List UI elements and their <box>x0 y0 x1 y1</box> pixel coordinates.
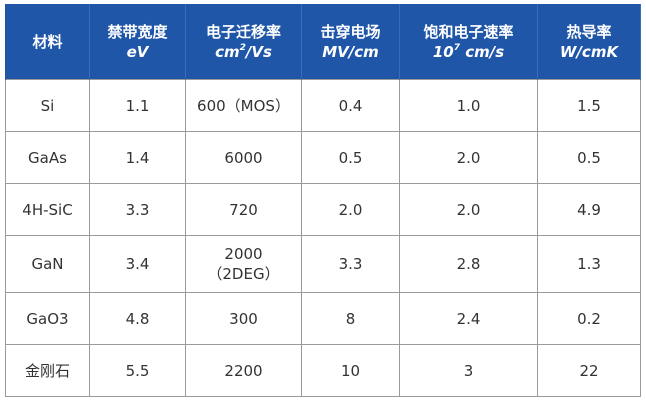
header-mobility-label: 电子迁移率 <box>205 22 281 41</box>
cell-saturation: 2.4 <box>399 292 538 345</box>
cell-bandgap: 3.4 <box>89 235 186 293</box>
materials-table-container: 材料 禁带宽度 eV 电子迁移率 cm2/Vs 击穿电场 MV/cm 饱和电子速… <box>5 4 641 397</box>
cell-mobility: 6000 <box>185 131 302 184</box>
materials-properties-table: 材料 禁带宽度 eV 电子迁移率 cm2/Vs 击穿电场 MV/cm 饱和电子速… <box>5 4 641 397</box>
mobility-unit-base: cm <box>215 42 240 61</box>
cell-breakdown: 0.4 <box>301 79 400 132</box>
cell-mobility: 300 <box>185 292 302 345</box>
cell-mobility: 2200 <box>185 344 302 397</box>
cell-thermal: 0.2 <box>537 292 641 345</box>
table-body: Si 1.1 600（MOS） 0.4 1.0 1.5 GaAs 1.4 600… <box>5 79 641 397</box>
table-row: GaO3 4.8 300 8 2.4 0.2 <box>5 292 641 345</box>
header-saturation-velocity: 饱和电子速率 107 cm/s <box>399 4 538 80</box>
header-electron-mobility: 电子迁移率 cm2/Vs <box>185 4 302 80</box>
mobility-unit-rest: /Vs <box>245 42 272 61</box>
cell-material: GaN <box>5 235 90 293</box>
cell-breakdown: 0.5 <box>301 131 400 184</box>
cell-saturation: 2.8 <box>399 235 538 293</box>
cell-bandgap: 5.5 <box>89 344 186 397</box>
header-saturation-label: 饱和电子速率 <box>423 22 514 41</box>
table-row: GaAs 1.4 6000 0.5 2.0 0.5 <box>5 131 641 184</box>
header-material-label: 材料 <box>32 32 63 51</box>
header-mobility-unit: cm2/Vs <box>188 42 299 62</box>
cell-breakdown: 2.0 <box>301 183 400 236</box>
cell-breakdown: 3.3 <box>301 235 400 293</box>
cell-thermal: 1.3 <box>537 235 641 293</box>
cell-mobility-value: 2000 <box>224 245 263 263</box>
cell-saturation: 3 <box>399 344 538 397</box>
cell-material: 4H-SiC <box>5 183 90 236</box>
table-row: 金刚石 5.5 2200 10 3 22 <box>5 344 641 397</box>
cell-mobility: 720 <box>185 183 302 236</box>
cell-material: Si <box>5 79 90 132</box>
header-thermal-conductivity: 热导率 W/cmK <box>537 4 641 80</box>
cell-thermal: 1.5 <box>537 79 641 132</box>
cell-thermal: 0.5 <box>537 131 641 184</box>
cell-material: GaAs <box>5 131 90 184</box>
header-thermal-label: 热导率 <box>566 22 612 41</box>
cell-saturation: 2.0 <box>399 183 538 236</box>
mobility-unit-exponent: 2 <box>239 42 246 53</box>
cell-saturation: 2.0 <box>399 131 538 184</box>
saturation-unit-exponent: 7 <box>453 42 460 53</box>
cell-bandgap: 3.3 <box>89 183 186 236</box>
header-breakdown-label: 击穿电场 <box>320 22 381 41</box>
cell-material: GaO3 <box>5 292 90 345</box>
header-breakdown-field: 击穿电场 MV/cm <box>301 4 400 80</box>
saturation-unit-base: 10 <box>432 42 454 61</box>
cell-thermal: 4.9 <box>537 183 641 236</box>
header-saturation-unit: 107 cm/s <box>402 42 535 62</box>
cell-saturation: 1.0 <box>399 79 538 132</box>
cell-bandgap: 1.4 <box>89 131 186 184</box>
cell-bandgap: 1.1 <box>89 79 186 132</box>
cell-thermal: 22 <box>537 344 641 397</box>
cell-breakdown: 10 <box>301 344 400 397</box>
table-header: 材料 禁带宽度 eV 电子迁移率 cm2/Vs 击穿电场 MV/cm 饱和电子速… <box>5 4 641 80</box>
header-bandgap-label: 禁带宽度 <box>107 22 168 41</box>
table-row: GaN 3.4 2000 （2DEG） 3.3 2.8 1.3 <box>5 235 641 293</box>
cell-breakdown: 8 <box>301 292 400 345</box>
cell-material: 金刚石 <box>5 344 90 397</box>
cell-mobility: 2000 （2DEG） <box>185 235 302 293</box>
header-breakdown-unit: MV/cm <box>322 42 379 61</box>
header-thermal-unit: W/cmK <box>559 42 619 61</box>
cell-mobility-note: （2DEG） <box>207 265 280 283</box>
saturation-unit-rest: cm/s <box>459 42 505 61</box>
cell-mobility: 600（MOS） <box>185 79 302 132</box>
table-row: Si 1.1 600（MOS） 0.4 1.0 1.5 <box>5 79 641 132</box>
header-bandgap-unit: eV <box>126 42 149 61</box>
table-row: 4H-SiC 3.3 720 2.0 2.0 4.9 <box>5 183 641 236</box>
cell-bandgap: 4.8 <box>89 292 186 345</box>
header-bandgap: 禁带宽度 eV <box>89 4 186 80</box>
header-row: 材料 禁带宽度 eV 电子迁移率 cm2/Vs 击穿电场 MV/cm 饱和电子速… <box>5 4 641 80</box>
header-material: 材料 <box>5 4 90 80</box>
